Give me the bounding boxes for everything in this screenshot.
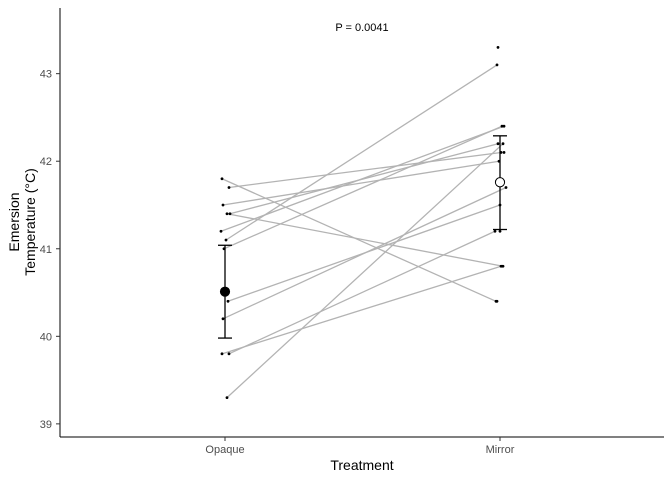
pair-line	[228, 151, 502, 189]
x-tick-label: Mirror	[486, 444, 515, 456]
mean-marker-mirror	[494, 177, 506, 188]
pair-lines	[220, 64, 507, 399]
data-point-opaque	[224, 238, 228, 242]
y-tick-label: 43	[40, 69, 52, 81]
pair-line	[223, 125, 503, 250]
pair-line	[228, 230, 496, 355]
pair-line	[222, 160, 500, 206]
x-ticks: Opaque Mirror	[205, 437, 515, 456]
error-bars	[218, 135, 507, 339]
pair-line	[226, 143, 504, 399]
mean-points	[219, 177, 506, 297]
data-point-opaque	[221, 203, 225, 207]
x-tick-label: Opaque	[205, 444, 244, 456]
data-point-mirror	[493, 229, 497, 233]
mean-marker-opaque	[219, 286, 231, 297]
pair-line	[226, 213, 504, 267]
pair-line	[225, 64, 498, 241]
data-point-mirror	[502, 124, 506, 128]
data-point-mirror	[501, 142, 505, 146]
pair-line	[222, 186, 507, 320]
data-point-mirror	[495, 63, 499, 67]
data-point-opaque	[221, 317, 225, 321]
y-tick-label: 40	[40, 331, 52, 343]
y-tick-label: 42	[40, 156, 52, 168]
data-point-opaque	[227, 352, 231, 356]
data-point-mirror	[496, 142, 500, 146]
y-ticks: 39 40 41 42 43	[40, 69, 60, 431]
data-point-extra	[500, 264, 504, 268]
x-axis-title: Treatment	[330, 457, 393, 473]
data-point-opaque	[220, 177, 224, 181]
y-axis-title-line-2: Temperature (°C)	[22, 168, 38, 276]
data-point-extra	[496, 45, 500, 49]
y-tick-label: 39	[40, 419, 52, 431]
pair-line	[221, 265, 502, 355]
pair-line	[221, 178, 497, 302]
data-point-extra	[502, 151, 506, 154]
data-point-mirror	[504, 186, 508, 189]
data-point-opaque	[225, 396, 229, 400]
pair-line	[220, 125, 505, 232]
data-point-extra	[495, 299, 499, 303]
y-axis-title-line-1: Emersion	[6, 192, 22, 251]
data-point-opaque	[220, 352, 224, 356]
raw-points	[219, 45, 508, 400]
data-point-opaque	[225, 212, 229, 216]
data-point-opaque	[228, 212, 232, 216]
data-point-opaque	[227, 186, 231, 189]
data-point-extra	[498, 229, 502, 233]
data-point-opaque	[226, 299, 230, 303]
data-point-mirror	[500, 124, 504, 128]
p-value-annotation: P = 0.0041	[335, 22, 388, 34]
y-tick-label: 41	[40, 244, 52, 256]
data-point-opaque	[219, 229, 223, 233]
